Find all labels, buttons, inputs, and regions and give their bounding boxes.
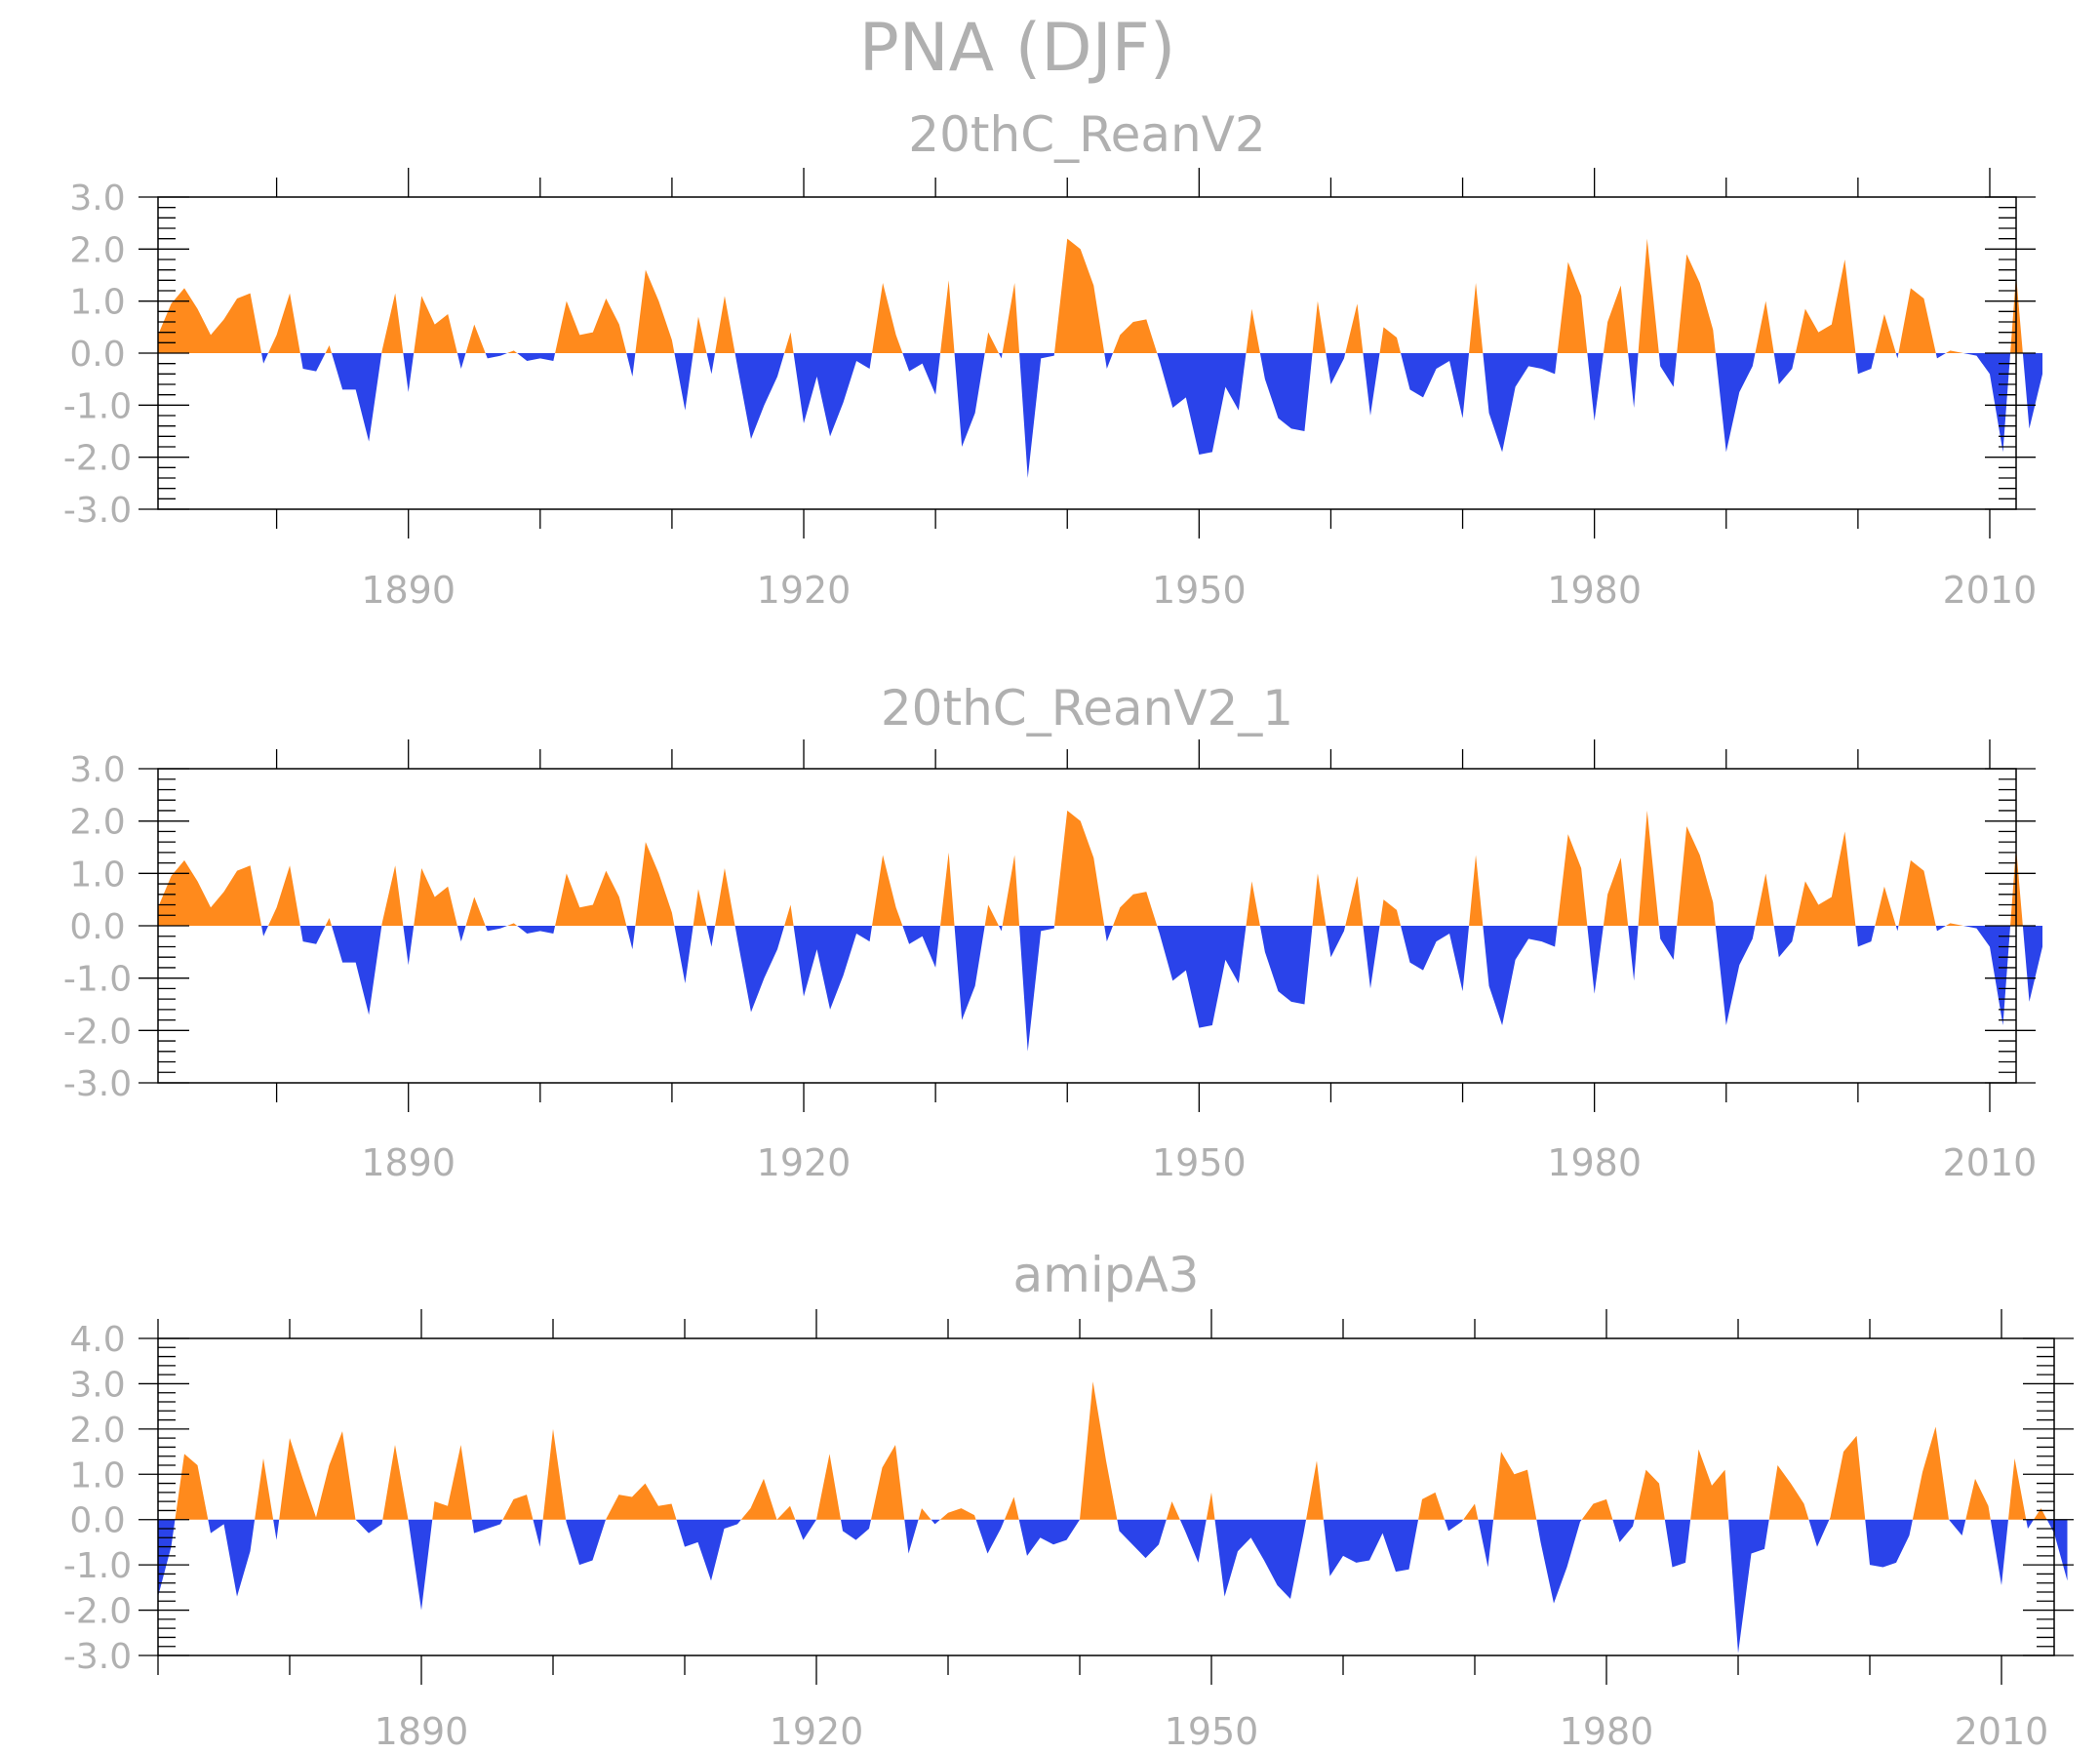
y-tick-label: -3.0 (63, 1064, 132, 1104)
y-tick-label: 2.0 (69, 1411, 125, 1451)
panel-title: amipA3 (1013, 1247, 1200, 1303)
y-tick-label: -1.0 (63, 386, 132, 426)
panel-3: amipA3 4.0 3.0 2.01.0 0.0 -1.0 -2.0 -3.0 1890 192… (63, 1247, 2074, 1753)
y-tick-label: -2.0 (63, 439, 132, 479)
x-tick-label: 2010 (1955, 1710, 2049, 1753)
y-tick-label: -3.0 (63, 1637, 132, 1677)
y-tick-label: 1.0 (69, 283, 125, 323)
negative-area (261, 353, 2043, 478)
x-tick-label: 1950 (1165, 1710, 1259, 1753)
y-tick-label: 4.0 (69, 1320, 125, 1360)
negative-area (158, 1519, 2068, 1654)
y-tick-label: -2.0 (63, 1012, 132, 1052)
y-tick-label: 2.0 (69, 230, 125, 270)
panel-1: 20thC_ReanV2 3.0 2.0 1.0 0.0 -1.0 -2.0 -3.0 1890… (63, 106, 2043, 612)
x-tick-label: 2010 (1943, 569, 2038, 612)
y-tick-label: 3.0 (69, 1365, 125, 1405)
negative-area (261, 926, 2043, 1052)
y-tick-label: 1.0 (69, 855, 125, 895)
y-tick-label: 3.0 (69, 750, 125, 790)
y-tick-label: 0.0 (69, 1501, 125, 1541)
x-tick-label: 1980 (1547, 569, 1642, 612)
y-tick-label: -1.0 (63, 960, 132, 1000)
x-tick-label: 1890 (361, 1141, 456, 1184)
x-tick-label: 1890 (375, 1710, 469, 1753)
y-tick-label: 3.0 (69, 179, 125, 219)
panel-title: 20thC_ReanV2 (908, 106, 1265, 163)
x-tick-label: 1920 (770, 1710, 864, 1753)
x-tick-label: 1920 (757, 569, 852, 612)
positive-area (175, 1381, 2047, 1520)
positive-area (158, 238, 2023, 353)
positive-area (158, 810, 2023, 926)
panel-2: 20thC_ReanV2_1 3.0 2.0 1.0 0.0 -1.0 -2.0 -3.0 18… (63, 680, 2043, 1184)
x-tick-label: 2010 (1943, 1141, 2038, 1184)
x-tick-label: 1950 (1152, 1141, 1247, 1184)
y-tick-label: -2.0 (63, 1592, 132, 1632)
x-tick-label: 1980 (1560, 1710, 1654, 1753)
y-tick-label: -3.0 (63, 491, 132, 531)
x-tick-label: 1980 (1547, 1141, 1642, 1184)
plot-frame (157, 1337, 2055, 1656)
x-tick-label: 1890 (361, 569, 456, 612)
y-tick-label: 0.0 (69, 907, 125, 947)
x-tick-label: 1950 (1152, 569, 1247, 612)
x-tick-label: 1920 (757, 1141, 852, 1184)
y-tick-label: 2.0 (69, 803, 125, 843)
y-tick-label: 0.0 (69, 335, 125, 375)
y-tick-label: 1.0 (69, 1455, 125, 1495)
panel-title: 20thC_ReanV2_1 (881, 680, 1293, 737)
main-title: PNA (DJF) (859, 10, 1176, 87)
y-tick-label: -1.0 (63, 1546, 132, 1586)
